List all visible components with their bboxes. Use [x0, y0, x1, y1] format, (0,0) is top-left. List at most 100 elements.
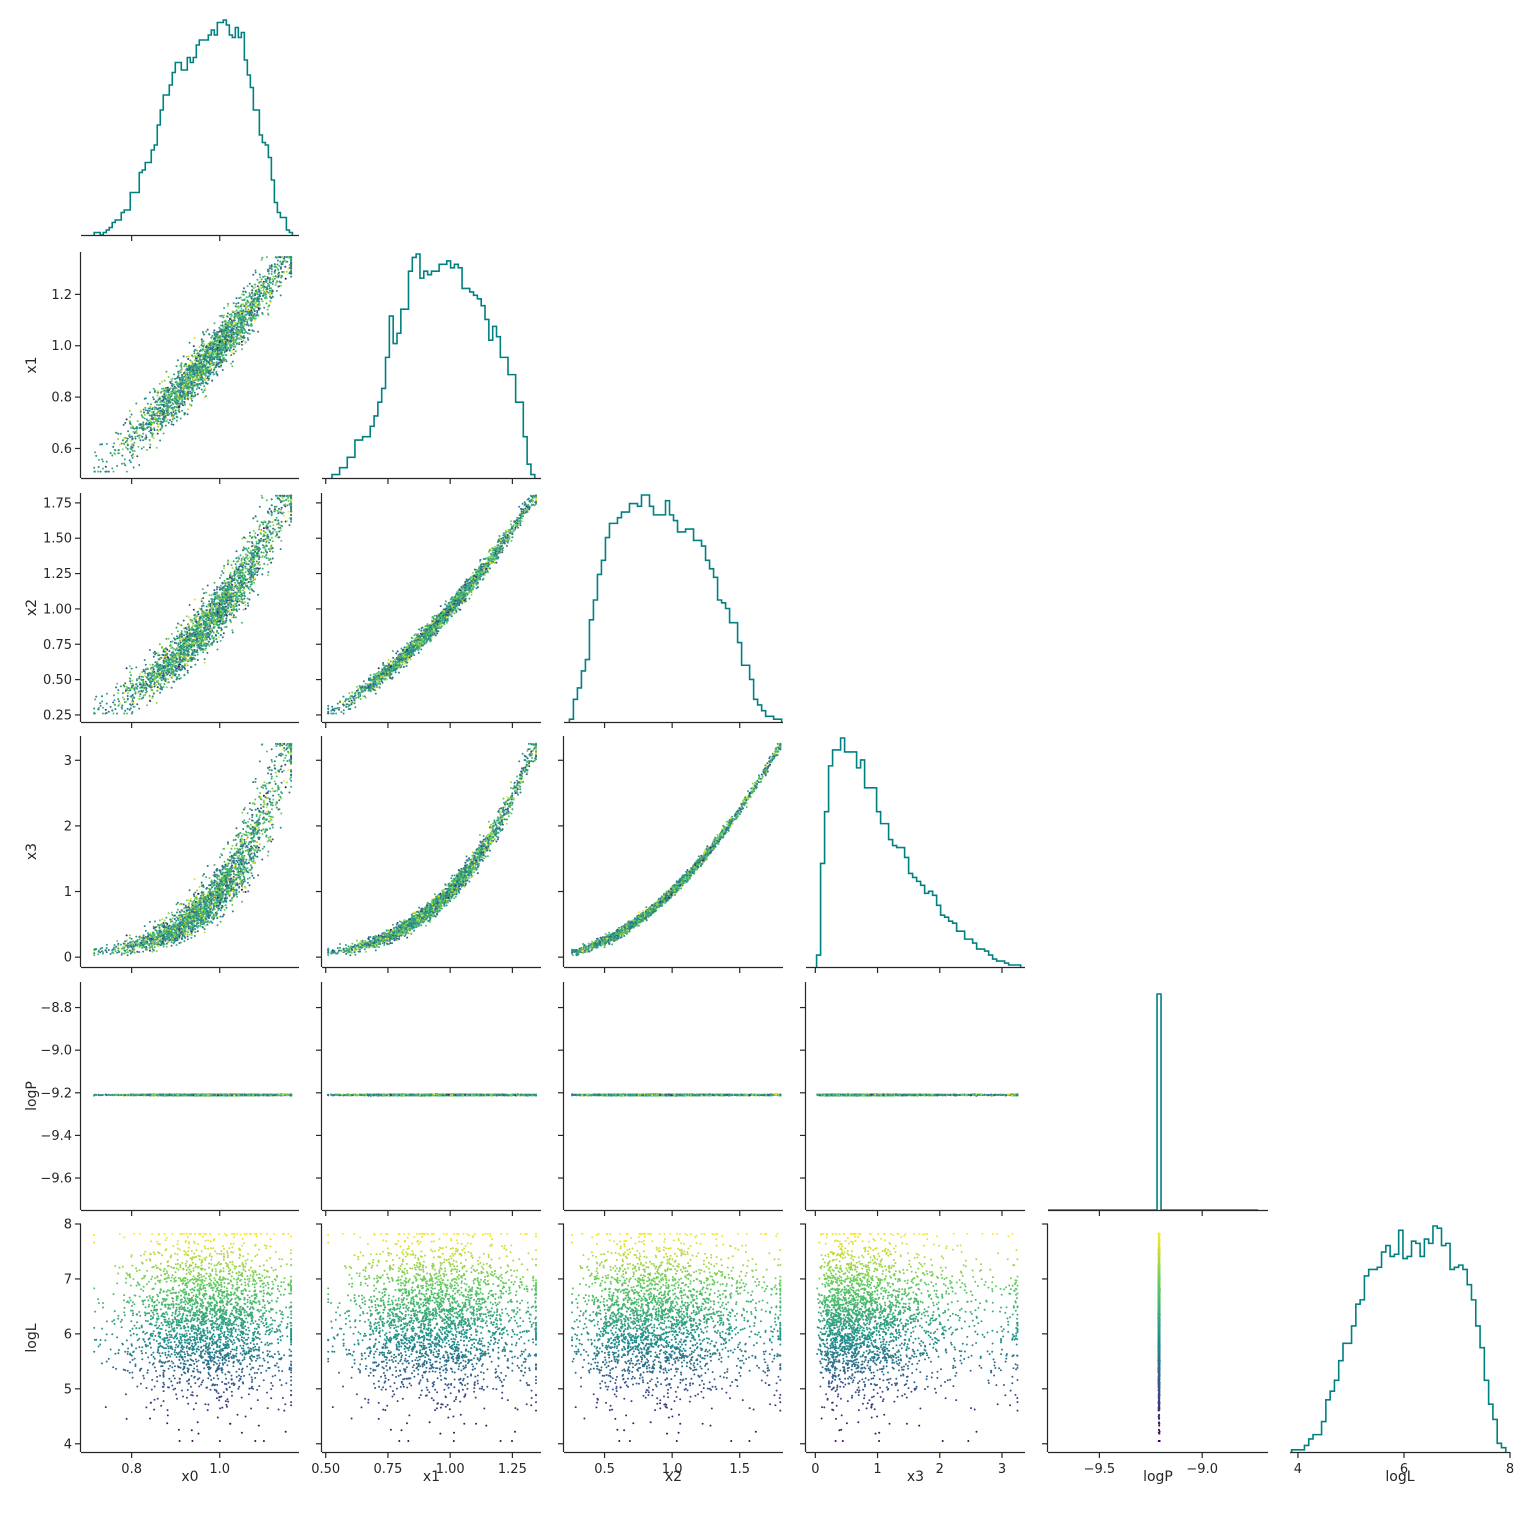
point [269, 521, 271, 523]
point [219, 577, 221, 579]
point [166, 410, 168, 412]
point [226, 322, 228, 324]
point [200, 379, 202, 381]
point [196, 377, 198, 379]
point [244, 566, 246, 568]
point [254, 292, 256, 294]
point [229, 613, 231, 615]
point [242, 291, 244, 293]
point [235, 350, 237, 352]
panel-x2-vs-x0: 0.250.500.751.001.251.501.75 [43, 493, 299, 728]
point [267, 511, 269, 513]
point [229, 612, 231, 614]
point [114, 449, 116, 451]
point [181, 374, 183, 376]
y-tick-label: 0.6 [51, 442, 72, 457]
point [119, 444, 121, 446]
point [267, 276, 269, 278]
point [162, 418, 164, 420]
point [124, 682, 126, 684]
point [225, 617, 227, 619]
point [247, 605, 249, 607]
point [154, 415, 156, 417]
point [249, 599, 251, 601]
point [247, 339, 249, 341]
point [240, 596, 242, 598]
point [209, 348, 211, 350]
point [249, 541, 251, 543]
point [241, 344, 243, 346]
point [264, 275, 266, 277]
point [261, 278, 263, 280]
point [143, 446, 145, 448]
point [192, 385, 194, 387]
point [249, 292, 251, 294]
point [144, 414, 146, 416]
point [192, 388, 194, 390]
point [275, 519, 277, 521]
point [251, 306, 253, 308]
point [197, 611, 199, 613]
point [163, 388, 165, 390]
point [191, 400, 193, 402]
point [260, 290, 262, 292]
point [198, 369, 200, 371]
point [207, 366, 209, 368]
point [167, 387, 169, 389]
point [168, 376, 170, 378]
point [219, 336, 221, 338]
point [153, 437, 155, 439]
point [186, 663, 188, 665]
point [159, 429, 161, 431]
point [197, 384, 199, 386]
point [215, 349, 217, 351]
point [183, 382, 185, 384]
point [245, 608, 247, 610]
point [215, 345, 217, 347]
point [148, 430, 150, 432]
point [156, 401, 158, 403]
point [181, 390, 183, 392]
point [143, 670, 145, 672]
point [180, 382, 182, 384]
point [176, 420, 178, 422]
point [134, 436, 136, 438]
point [154, 661, 156, 663]
point [243, 340, 245, 342]
point [118, 700, 120, 702]
point [174, 393, 176, 395]
point [223, 307, 225, 309]
point [166, 686, 168, 688]
point [213, 589, 215, 591]
point [220, 363, 222, 365]
point [149, 391, 151, 393]
point [178, 400, 180, 402]
point [204, 343, 206, 345]
point [225, 359, 227, 361]
point [203, 602, 205, 604]
point [154, 417, 156, 419]
point [194, 355, 196, 357]
point [215, 371, 217, 373]
point [290, 256, 292, 258]
point [286, 271, 288, 273]
point [261, 495, 263, 497]
point [258, 281, 260, 283]
point [254, 284, 256, 286]
point [275, 256, 277, 258]
point [257, 300, 259, 302]
point [106, 471, 108, 473]
point [234, 324, 236, 326]
point [266, 297, 268, 299]
point [177, 359, 179, 361]
point [186, 356, 188, 358]
point [210, 337, 212, 339]
point [207, 585, 209, 587]
point [147, 403, 149, 405]
point [187, 394, 189, 396]
point [261, 300, 263, 302]
point [127, 438, 129, 440]
point [221, 324, 223, 326]
point [149, 695, 151, 697]
point [223, 589, 225, 591]
